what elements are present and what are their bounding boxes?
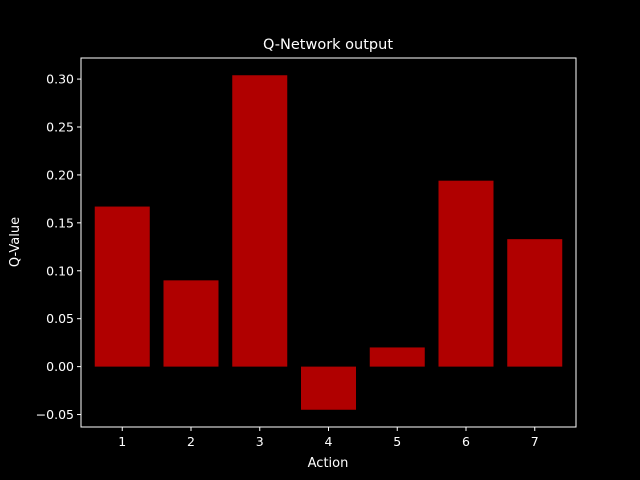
y-tick-label: 0.10 <box>46 263 74 278</box>
bars-group <box>94 75 563 410</box>
axes-group: −0.05 0.00 0.05 0.10 0.15 0.20 0.25 0.30 1 2 3 4 5 6 7 <box>36 57 577 449</box>
x-tick-label: 6 <box>462 434 470 449</box>
x-tick-label: 2 <box>187 434 195 449</box>
y-tick-label: 0.00 <box>46 359 74 374</box>
y-tick-label: 0.30 <box>46 72 74 87</box>
bar-action-4 <box>301 366 356 410</box>
y-tick-label: 0.15 <box>46 215 74 230</box>
bar-action-1 <box>94 206 150 367</box>
y-tick-label: 0.25 <box>46 120 74 135</box>
y-tick-label: −0.05 <box>36 407 74 422</box>
bar-action-3 <box>232 75 288 367</box>
y-tick-label: 0.20 <box>46 167 74 182</box>
x-tick-label: 1 <box>118 434 126 449</box>
x-tick-label: 3 <box>256 434 264 449</box>
y-tick-label: 0.05 <box>46 311 74 326</box>
x-tick-label: 5 <box>393 434 401 449</box>
y-axis-label: Q-Value <box>8 217 23 267</box>
chart-title: Q-Network output <box>263 37 393 53</box>
bar-action-5 <box>369 347 425 367</box>
bar-action-6 <box>438 180 494 367</box>
bar-action-2 <box>163 280 219 367</box>
x-tick-label: 4 <box>325 434 333 449</box>
x-tick-label: 7 <box>531 434 539 449</box>
x-axis-label: Action <box>308 456 349 471</box>
bar-action-7 <box>507 239 563 367</box>
